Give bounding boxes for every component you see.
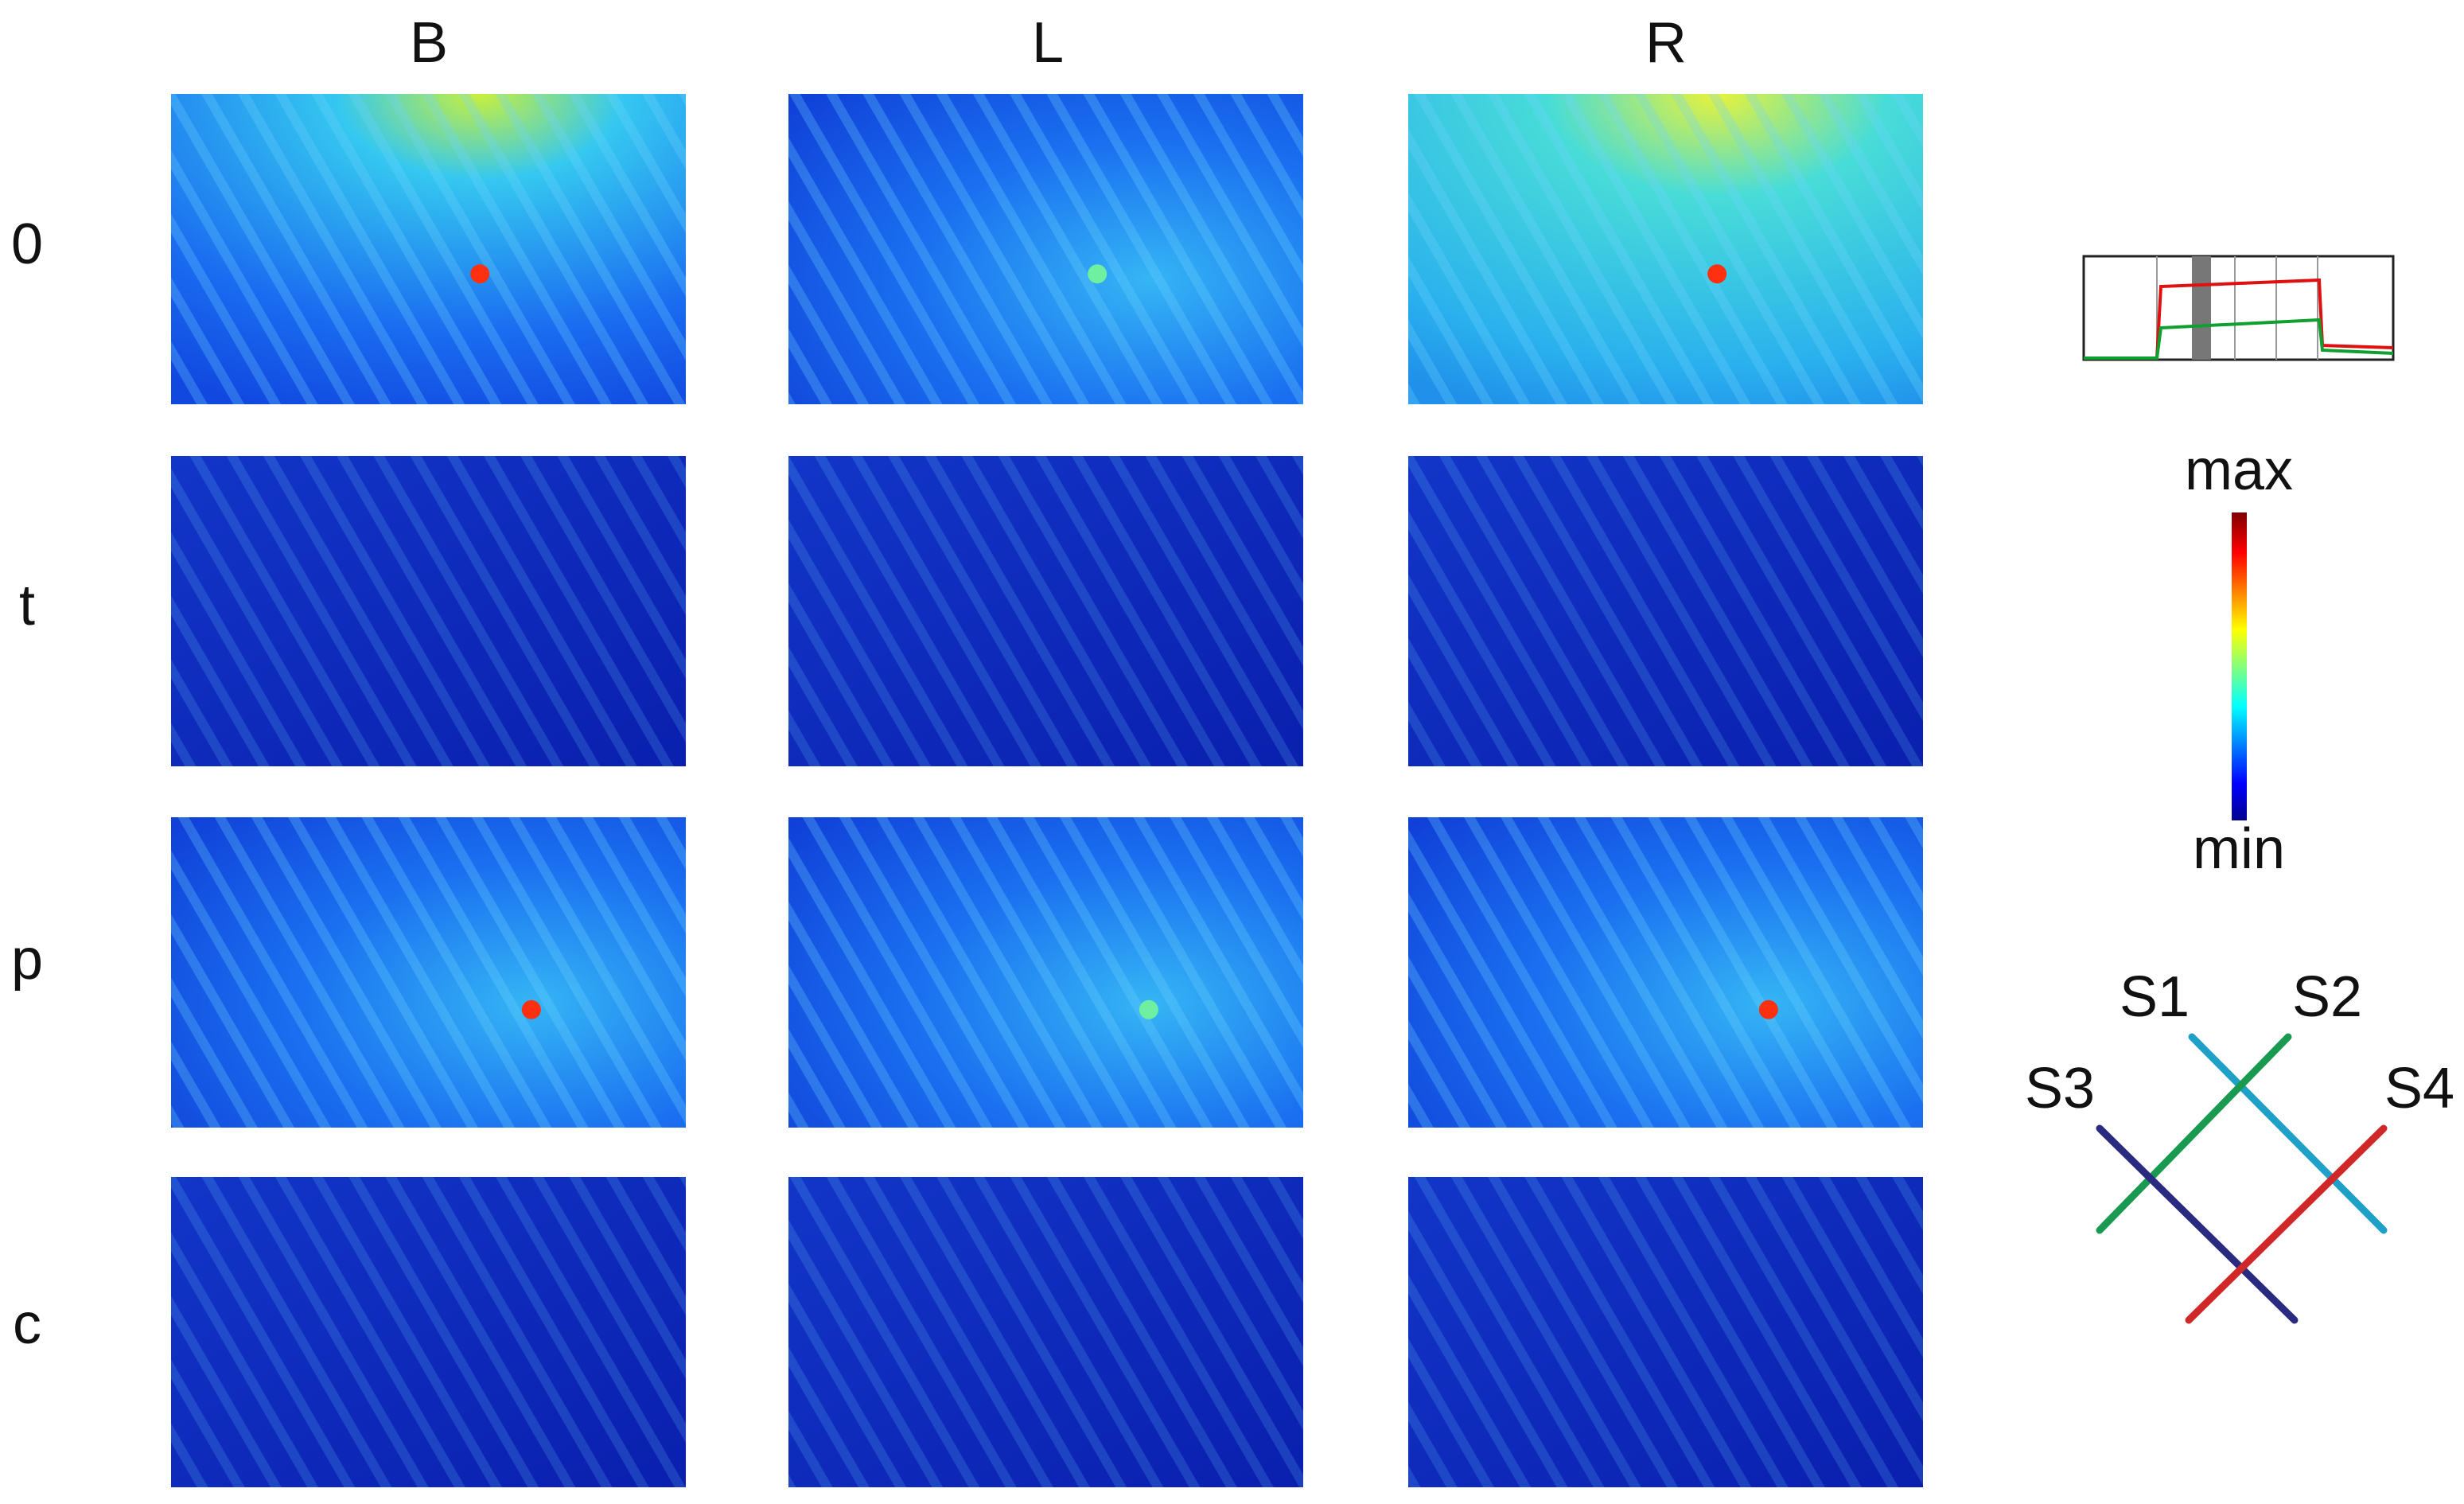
sensor-label: S1 (2120, 965, 2190, 1029)
sensor-diagram (2096, 1033, 2388, 1324)
sensor-label: S3 (2025, 1057, 2095, 1120)
hotspot (470, 264, 490, 284)
heatmap-texture (788, 94, 1303, 404)
row-label: t (19, 574, 35, 637)
colorbar-min: min (2193, 817, 2285, 881)
row-label: c (13, 1292, 41, 1356)
column-header: B (410, 11, 448, 75)
heatmap-texture (1408, 817, 1923, 1128)
hotspot (1139, 999, 1158, 1019)
row-label: 0 (11, 212, 43, 276)
trace-inset (2082, 255, 2395, 361)
heatmap-texture (788, 456, 1303, 766)
hotspot (1758, 999, 1778, 1019)
hotspot (1707, 264, 1727, 284)
heatmap-texture (788, 1177, 1303, 1487)
colorbar-max: max (2185, 438, 2293, 502)
hotspot (1088, 264, 1107, 284)
heatmap-texture (1408, 1177, 1923, 1487)
hotspot (521, 999, 541, 1019)
heatmap-texture (171, 94, 686, 404)
heatmap-texture (171, 1177, 686, 1487)
column-header: L (1032, 11, 1064, 75)
colorbar (2232, 512, 2247, 820)
heatmap-texture (171, 817, 686, 1128)
heatmap-texture (1408, 94, 1923, 404)
row-label: p (11, 928, 43, 992)
sensor-label: S2 (2292, 965, 2362, 1029)
heatmap-texture (1408, 456, 1923, 766)
sensor-label: S4 (2384, 1057, 2454, 1120)
column-header: R (1645, 11, 1687, 75)
heatmap-texture (171, 456, 686, 766)
heatmap-texture (788, 817, 1303, 1128)
